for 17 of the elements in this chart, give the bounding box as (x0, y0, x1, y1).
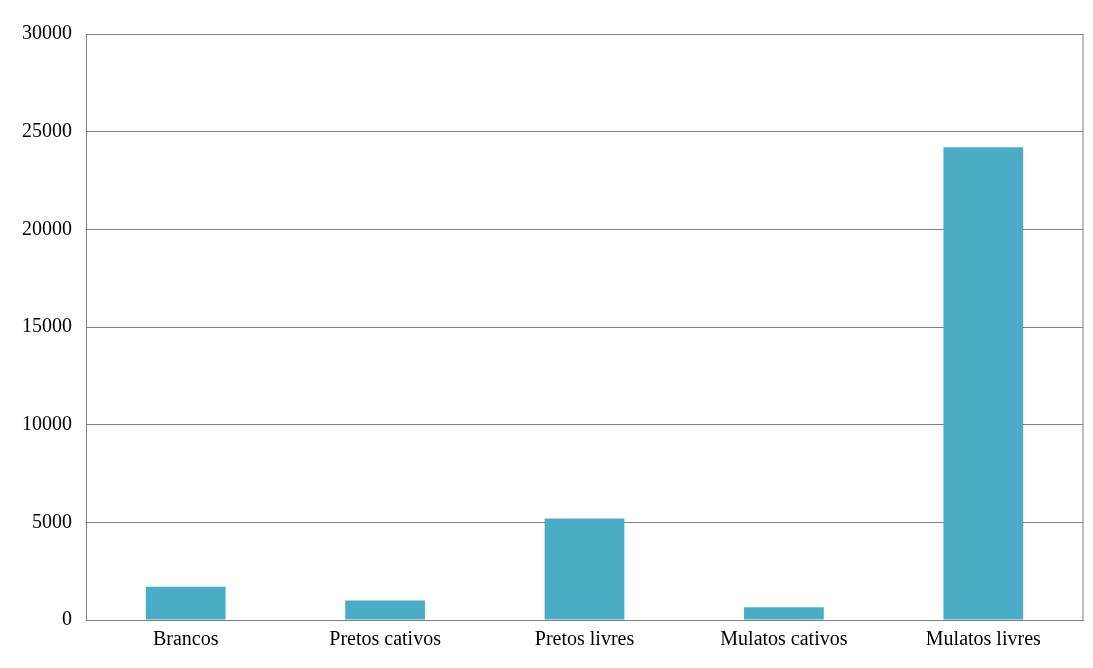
x-tick-label: Mulatos livres (925, 627, 1042, 650)
y-tick-label: 0 (62, 607, 72, 630)
x-tick-label: Pretos livres (534, 627, 635, 650)
y-tick-label: 20000 (22, 216, 72, 239)
bar (145, 586, 226, 620)
y-tick-label: 5000 (32, 509, 72, 532)
x-tick-label: Brancos (152, 627, 219, 650)
y-tick-label: 30000 (22, 21, 72, 44)
y-tick-label: 10000 (22, 411, 72, 434)
bar (345, 600, 425, 620)
bar (544, 518, 625, 620)
bar (943, 147, 1024, 620)
bar (744, 607, 824, 620)
y-tick-label: 25000 (22, 118, 72, 141)
y-tick-label: 15000 (22, 314, 72, 337)
x-tick-label: Mulatos cativos (720, 627, 848, 650)
x-tick-label: Pretos cativos (329, 627, 442, 650)
